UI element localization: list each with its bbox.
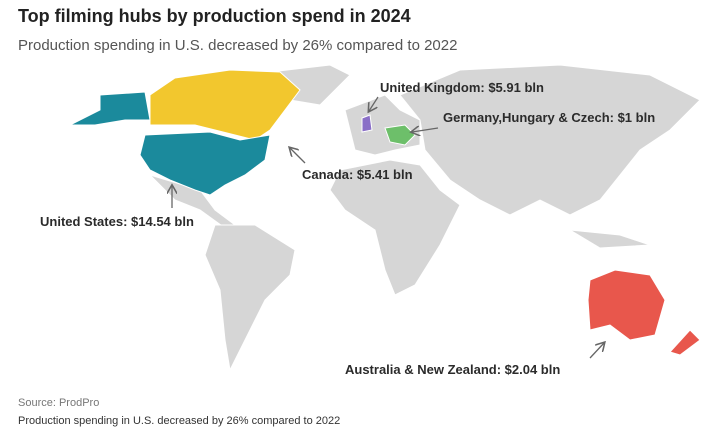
germany-hungary-czech	[384, 124, 416, 146]
new-zealand	[669, 329, 701, 356]
label: Australia & New Zealand: $2.04 bln	[345, 362, 560, 377]
arrow	[369, 96, 379, 111]
united-states	[139, 131, 271, 196]
asia	[399, 64, 701, 216]
australia	[587, 269, 666, 341]
subtitle: Production spending in U.S. decreased by…	[18, 37, 458, 54]
label: United States: $14.54 bln	[40, 214, 194, 229]
arrow	[290, 148, 306, 164]
note: Production spending in U.S. decreased by…	[18, 415, 341, 427]
map: United Kingdom: $5.91 bln Germany,Hungar…	[40, 64, 701, 377]
alaska	[69, 91, 151, 126]
united-kingdom	[361, 114, 373, 133]
arrow	[589, 343, 604, 359]
label: Germany,Hungary & Czech: $1 bln	[443, 110, 655, 125]
africa	[329, 159, 461, 296]
label: Canada: $5.41 bln	[302, 167, 413, 182]
label: United Kingdom: $5.91 bln	[380, 80, 544, 95]
arrow	[412, 128, 439, 132]
title: Top filming hubs by production spend in …	[18, 6, 411, 26]
south-america	[204, 224, 296, 372]
canada	[149, 69, 301, 141]
indonesia	[569, 229, 651, 249]
source: Source: ProdPro	[18, 397, 100, 409]
